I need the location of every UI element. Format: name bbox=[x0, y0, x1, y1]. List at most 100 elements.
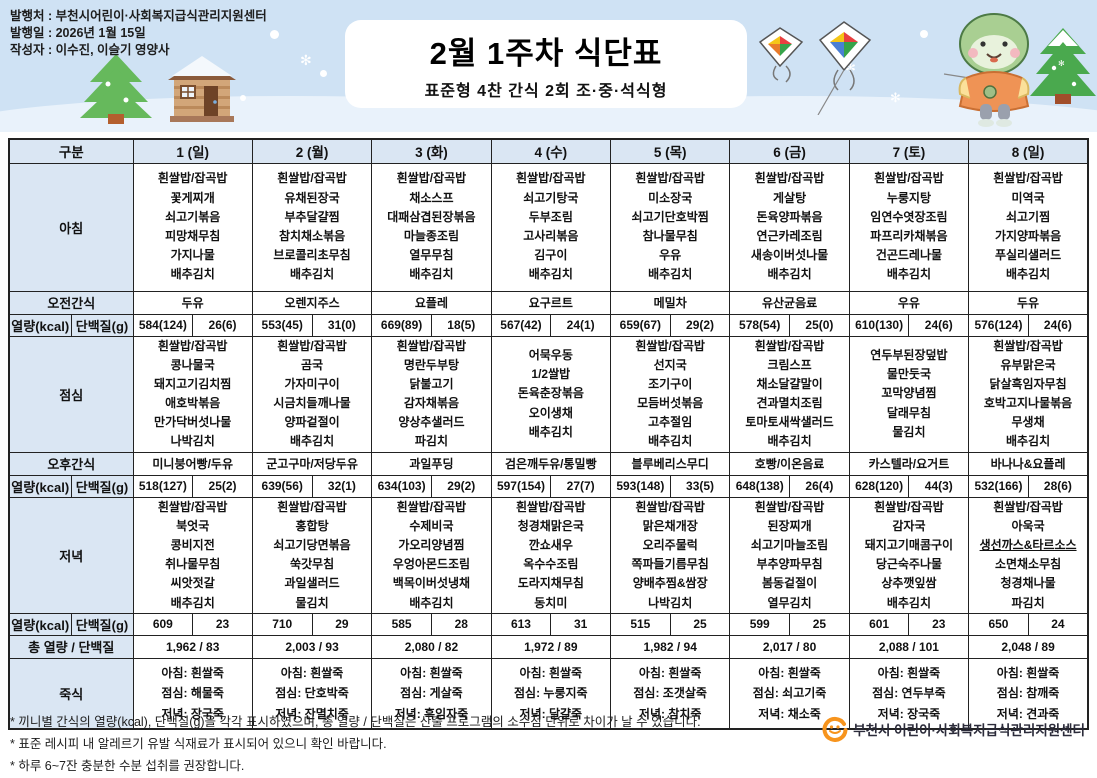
day1-am-snack: 두유 bbox=[132, 290, 253, 315]
day1-prot3: 23 bbox=[192, 612, 253, 636]
day7-pm-snack: 카스텔라/요거트 bbox=[848, 451, 970, 476]
svg-text:✻: ✻ bbox=[1058, 59, 1065, 68]
total-row: 총 열량 / 단백질 1,962 / 83 2,003 / 93 2,080 /… bbox=[8, 634, 1089, 659]
day1-lunch: 흰쌀밥/잡곡밥 콩나물국 돼지고기김치찜 애호박볶음 만가닥버섯나물 나박김치 bbox=[132, 335, 253, 453]
day1-breakfast: 흰쌀밥/잡곡밥 꽃게찌개 쇠고기볶음 피망채무침 가지나물 배추김치 bbox=[132, 162, 253, 292]
day6-porridge: 아침: 흰쌀죽 점심: 쇠고기죽 저녁: 채소죽 bbox=[729, 657, 850, 730]
breakfast-row: 아침 흰쌀밥/잡곡밥 꽃게찌개 쇠고기볶음 피망채무침 가지나물 배추김치 흰쌀… bbox=[8, 162, 1089, 292]
day3-prot2: 29(2) bbox=[430, 474, 492, 498]
tree-icon bbox=[80, 54, 152, 124]
day6-lunch: 흰쌀밥/잡곡밥 크림스프 채소달걀말이 견과멸치조림 토마토새싹샐러드 배추김치 bbox=[729, 335, 850, 453]
pm-snack-row: 오후간식 미니붕어빵/두유 군고구마/저당두유 과일푸딩 검은깨두유/통밀빵 블… bbox=[8, 451, 1089, 476]
kite-icon bbox=[758, 21, 872, 115]
turtle-character-icon bbox=[943, 13, 1030, 127]
day7-prot3: 23 bbox=[908, 612, 970, 636]
day-header-5: 5 (목) bbox=[609, 138, 731, 164]
snowflake-icon bbox=[920, 30, 928, 38]
banner: ✻ ✻ ✻ 발행처 : 부천시어린이·사회복지급식관리지원센터 발행일 : 20… bbox=[0, 0, 1097, 132]
day3-prot3: 28 bbox=[430, 612, 492, 636]
footnote-line: * 끼니별 간식의 열량(kcal), 단백질(g)을 각각 표시하였으며, 총… bbox=[10, 715, 701, 729]
protein-label: 단백질(g) bbox=[70, 474, 134, 498]
day8-dinner-post: 소면채소무침 청경채나물 파김치 bbox=[994, 557, 1062, 610]
day1-porridge: 아침: 흰쌀죽 점심: 해물죽 저녁: 장국죽 bbox=[132, 657, 253, 730]
day2-lunch: 흰쌀밥/잡곡밥 곰국 가자미구이 시금치들깨나물 양파겉절이 배추김치 bbox=[251, 335, 373, 453]
author-line: 작성자 : 이수진, 이슬기 영양사 bbox=[10, 42, 170, 57]
day3-kcal1: 669(89) bbox=[371, 313, 432, 337]
row-label-am-snack: 오전간식 bbox=[8, 290, 134, 315]
day7-porridge: 아침: 흰쌀죽 점심: 연두부죽 저녁: 장국죽 bbox=[848, 657, 970, 730]
snowflake-icon: ✻ bbox=[300, 52, 312, 68]
day1-total: 1,962 / 83 bbox=[132, 634, 253, 659]
day1-kcal1: 584(124) bbox=[132, 313, 194, 337]
day3-porridge: 아침: 흰쌀죽 점심: 게살죽 저녁: 흑임자죽 bbox=[371, 657, 492, 730]
porridge-row: 죽식 아침: 흰쌀죽 점심: 해물죽 저녁: 장국죽 아침: 흰쌀죽 점심: 단… bbox=[8, 657, 1089, 730]
day7-lunch: 연두부된장덮밥 물만둣국 꼬막양념찜 달래무침 물김치 bbox=[848, 335, 970, 453]
day8-am-snack: 두유 bbox=[968, 290, 1089, 315]
day4-prot1: 24(1) bbox=[550, 313, 611, 337]
day3-am-snack: 요플레 bbox=[371, 290, 492, 315]
day8-dinner-allergen-item: 생선까스&타르소스 bbox=[979, 538, 1077, 552]
day2-breakfast: 흰쌀밥/잡곡밥 유채된장국 부추달걀찜 참치채소볶음 브로콜리초무침 배추김치 bbox=[251, 162, 373, 292]
center-logo: 부천시 어린이·사회복지급식관리지원센터 bbox=[822, 716, 1085, 742]
day5-kcal2: 593(148) bbox=[610, 474, 671, 498]
day6-kcal1: 578(54) bbox=[729, 313, 791, 337]
house-icon bbox=[168, 56, 236, 122]
day6-pm-snack: 호빵/이온음료 bbox=[729, 451, 850, 476]
snowflake-icon bbox=[240, 95, 246, 101]
lunch-row: 점심 흰쌀밥/잡곡밥 콩나물국 돼지고기김치찜 애호박볶음 만가닥버섯나물 나박… bbox=[8, 335, 1089, 453]
day7-kcal2: 628(120) bbox=[848, 474, 910, 498]
day4-prot3: 31 bbox=[550, 612, 611, 636]
day8-total: 2,048 / 89 bbox=[968, 634, 1089, 659]
title-box: 2월 1주차 식단표 표준형 4찬 간식 2회 조·중·석식형 bbox=[345, 20, 747, 108]
issue-date-line: 발행일 : 2026년 1월 15일 bbox=[10, 25, 146, 40]
day7-kcal1: 610(130) bbox=[848, 313, 910, 337]
day4-lunch: 어묵우동 1/2쌀밥 돈육춘장볶음 오이생채 배추김치 bbox=[490, 335, 612, 453]
day1-pm-snack: 미니붕어빵/두유 bbox=[132, 451, 253, 476]
day-header-8: 8 (일) bbox=[968, 138, 1089, 164]
day5-total: 1,982 / 94 bbox=[609, 634, 731, 659]
row-label-porridge: 죽식 bbox=[8, 657, 134, 730]
day8-kcal3: 650 bbox=[968, 612, 1029, 636]
day3-kcal2: 634(103) bbox=[371, 474, 432, 498]
smiley-logo-icon bbox=[822, 716, 848, 742]
day6-dinner: 흰쌀밥/잡곡밥 된장찌개 쇠고기마늘조림 부추양파무침 봄동겉절이 열무김치 bbox=[729, 496, 850, 614]
day-header-4: 4 (수) bbox=[490, 138, 612, 164]
day3-breakfast: 흰쌀밥/잡곡밥 채소스프 대패삼겹된장볶음 마늘종조림 열무무침 배추김치 bbox=[371, 162, 492, 292]
day8-prot1: 24(6) bbox=[1027, 313, 1089, 337]
day4-porridge: 아침: 흰쌀죽 점심: 누룽지죽 저녁: 달걀죽 bbox=[490, 657, 612, 730]
day3-lunch: 흰쌀밥/잡곡밥 명란두부탕 닭불고기 감자채볶음 양상추샐러드 파김치 bbox=[371, 335, 492, 453]
day-header-row: 구분 1 (일) 2 (월) 3 (화) 4 (수) 5 (목) 6 (금) 7… bbox=[8, 138, 1089, 164]
day2-pm-snack: 군고구마/저당두유 bbox=[251, 451, 373, 476]
snowflake-icon: ✻ bbox=[890, 90, 901, 105]
day8-breakfast: 흰쌀밥/잡곡밥 미역국 쇠고기찜 가지양파볶음 푸실리샐러드 배추김치 bbox=[968, 162, 1089, 292]
center-name: 부천시 어린이·사회복지급식관리지원센터 bbox=[853, 723, 1085, 738]
footnote-line: * 표준 레시피 내 알레르기 유발 식재료가 표시되어 있으니 확인 바랍니다… bbox=[10, 736, 387, 751]
day8-prot2: 28(6) bbox=[1027, 474, 1089, 498]
day6-kcal3: 599 bbox=[729, 612, 791, 636]
day-header-2: 2 (월) bbox=[251, 138, 373, 164]
publication-info: 발행처 : 부천시어린이·사회복지급식관리지원센터 발행일 : 2026년 1월… bbox=[10, 8, 267, 59]
row-label-pm-snack: 오후간식 bbox=[8, 451, 134, 476]
day2-dinner: 흰쌀밥/잡곡밥 홍합탕 쇠고기당면볶음 쑥갓무침 과일샐러드 물김치 bbox=[251, 496, 373, 614]
day2-prot3: 29 bbox=[311, 612, 373, 636]
day6-breakfast: 흰쌀밥/잡곡밥 게살탕 돈육양파볶음 연근카레조림 새송이버섯나물 배추김치 bbox=[729, 162, 850, 292]
day1-dinner: 흰쌀밥/잡곡밥 북엇국 콩비지전 취나물무침 씨앗젓갈 배추김치 bbox=[132, 496, 253, 614]
day6-prot2: 26(4) bbox=[789, 474, 850, 498]
day-header-7: 7 (토) bbox=[848, 138, 970, 164]
corner-cell: 구분 bbox=[8, 138, 134, 164]
day5-breakfast: 흰쌀밥/잡곡밥 미소장국 쇠고기단호박찜 참나물무침 우유 배추김치 bbox=[609, 162, 731, 292]
day4-kcal2: 597(154) bbox=[490, 474, 552, 498]
row-label-breakfast: 아침 bbox=[8, 162, 134, 292]
day8-prot3: 24 bbox=[1027, 612, 1089, 636]
snowflake-icon bbox=[320, 70, 327, 77]
day5-am-snack: 메밀차 bbox=[609, 290, 731, 315]
day6-prot1: 25(0) bbox=[789, 313, 850, 337]
kcal-row-1: 열량(kcal) 단백질(g) 584(124) 26(6) 553(45) 3… bbox=[8, 313, 1089, 337]
day3-dinner: 흰쌀밥/잡곡밥 수제비국 가오리양념찜 우엉아몬드조림 백목이버섯냉채 배추김치 bbox=[371, 496, 492, 614]
day7-prot1: 24(6) bbox=[908, 313, 970, 337]
snow-tree-icon: ✻ bbox=[1030, 28, 1096, 104]
day3-kcal3: 585 bbox=[371, 612, 432, 636]
day3-prot1: 18(5) bbox=[430, 313, 492, 337]
day8-pm-snack: 바나나&요플레 bbox=[968, 451, 1089, 476]
